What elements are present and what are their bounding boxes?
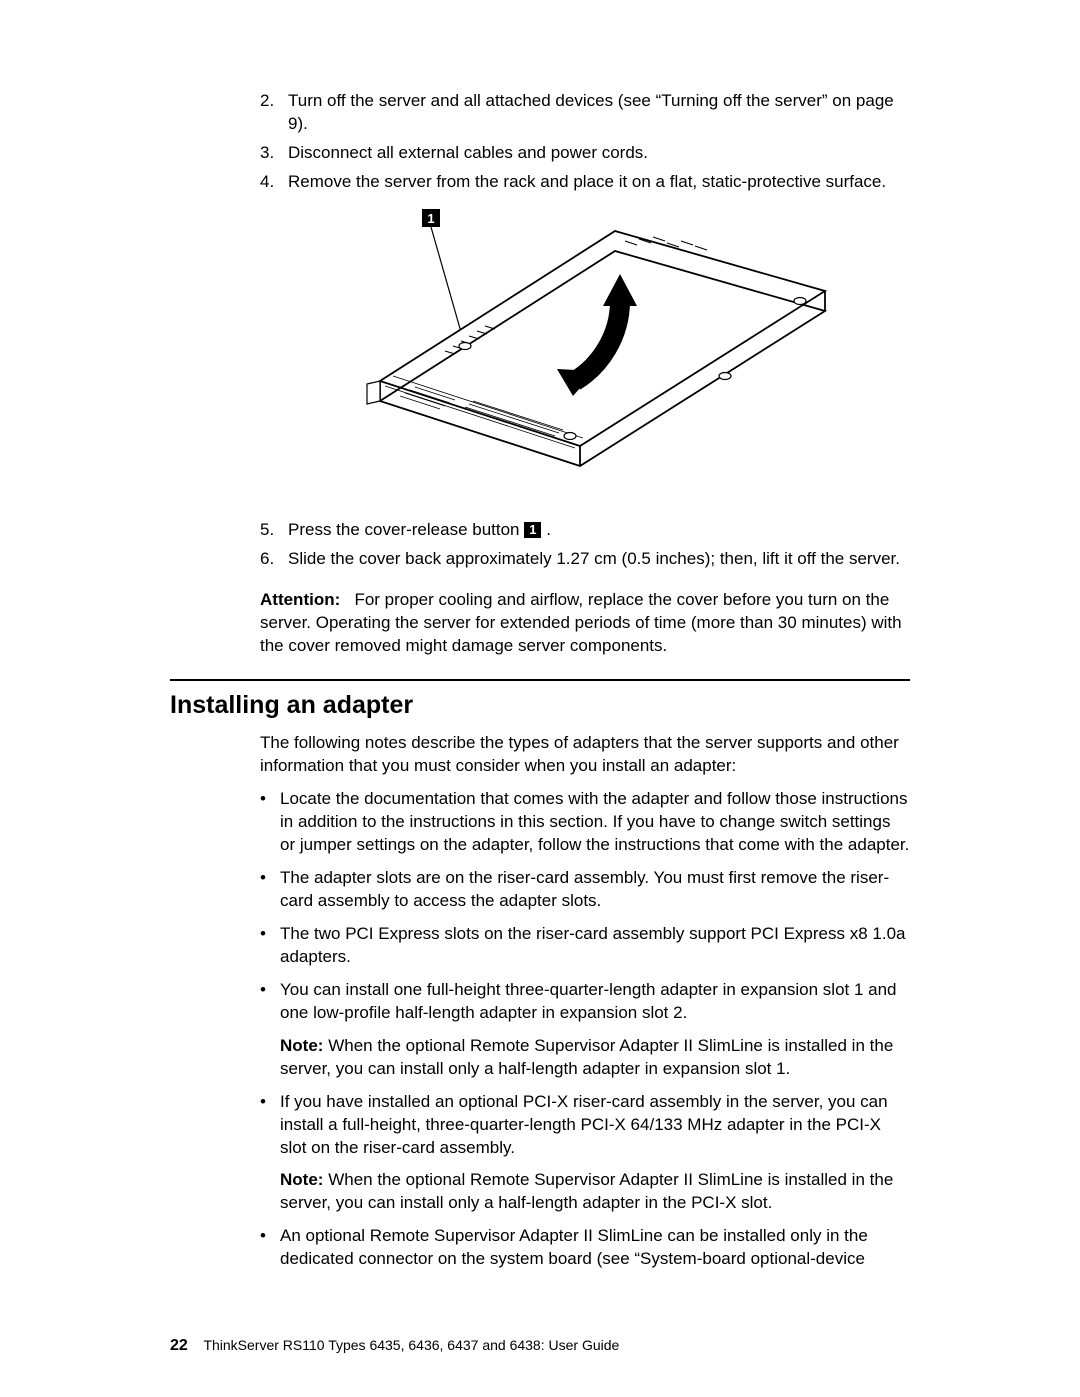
section-divider	[170, 679, 910, 681]
page-number: 22	[170, 1337, 188, 1354]
step-text: Remove the server from the rack and plac…	[288, 171, 910, 194]
server-cover-figure: 1	[260, 206, 910, 501]
note-text: When the optional Remote Supervisor Adap…	[280, 1036, 893, 1078]
step-text: Disconnect all external cables and power…	[288, 142, 910, 165]
list-item: 5. Press the cover-release button 1 .	[260, 519, 910, 542]
bullet-icon: •	[260, 788, 280, 857]
attention-text: For proper cooling and airflow, replace …	[260, 590, 902, 655]
note-block: Note: When the optional Remote Superviso…	[280, 1169, 910, 1215]
bullet-main: If you have installed an optional PCI-X …	[280, 1092, 888, 1157]
step-number: 2.	[260, 90, 288, 136]
list-item: • An optional Remote Supervisor Adapter …	[260, 1225, 910, 1271]
step-text-post: .	[541, 520, 550, 539]
step-number: 4.	[260, 171, 288, 194]
adapter-notes-list: • Locate the documentation that comes wi…	[260, 788, 910, 1271]
step-text-pre: Press the cover-release button	[288, 520, 524, 539]
bullet-main: You can install one full-height three-qu…	[280, 980, 897, 1022]
list-item: 2. Turn off the server and all attached …	[260, 90, 910, 136]
bullet-text: The adapter slots are on the riser-card …	[280, 867, 910, 913]
bullet-icon: •	[260, 923, 280, 969]
list-item: • You can install one full-height three-…	[260, 979, 910, 1081]
list-item: • If you have installed an optional PCI-…	[260, 1091, 910, 1216]
bullet-text: If you have installed an optional PCI-X …	[280, 1091, 910, 1216]
svg-text:1: 1	[427, 211, 434, 226]
step-number: 3.	[260, 142, 288, 165]
list-item: 6. Slide the cover back approximately 1.…	[260, 548, 910, 571]
intro-paragraph: The following notes describe the types o…	[260, 732, 910, 778]
list-item: • The adapter slots are on the riser-car…	[260, 867, 910, 913]
footer-title: ThinkServer RS110 Types 6435, 6436, 6437…	[203, 1337, 619, 1353]
step-text: Press the cover-release button 1 .	[288, 519, 910, 542]
step-text: Slide the cover back approximately 1.27 …	[288, 548, 910, 571]
bullet-icon: •	[260, 1225, 280, 1271]
attention-block: Attention: For proper cooling and airflo…	[260, 589, 910, 658]
bullet-icon: •	[260, 979, 280, 1081]
bullet-icon: •	[260, 1091, 280, 1216]
bullet-text: The two PCI Express slots on the riser-c…	[280, 923, 910, 969]
attention-label: Attention:	[260, 590, 340, 609]
bullet-text: Locate the documentation that comes with…	[280, 788, 910, 857]
bullet-text: You can install one full-height three-qu…	[280, 979, 910, 1081]
step-number: 5.	[260, 519, 288, 542]
note-text: When the optional Remote Supervisor Adap…	[280, 1170, 893, 1212]
section-heading: Installing an adapter	[170, 691, 910, 720]
note-block: Note: When the optional Remote Superviso…	[280, 1035, 910, 1081]
callout-ref-icon: 1	[524, 522, 541, 538]
ordered-steps-top: 2. Turn off the server and all attached …	[260, 90, 910, 194]
note-label: Note:	[280, 1036, 323, 1055]
step-text: Turn off the server and all attached dev…	[288, 90, 910, 136]
page-footer: 22 ThinkServer RS110 Types 6435, 6436, 6…	[170, 1337, 619, 1355]
bullet-icon: •	[260, 867, 280, 913]
server-isometric-icon: 1	[325, 206, 845, 496]
step-number: 6.	[260, 548, 288, 571]
list-item: 3. Disconnect all external cables and po…	[260, 142, 910, 165]
ordered-steps-bottom: 5. Press the cover-release button 1 . 6.…	[260, 519, 910, 571]
list-item: • The two PCI Express slots on the riser…	[260, 923, 910, 969]
bullet-text: An optional Remote Supervisor Adapter II…	[280, 1225, 910, 1271]
note-label: Note:	[280, 1170, 323, 1189]
list-item: • Locate the documentation that comes wi…	[260, 788, 910, 857]
list-item: 4. Remove the server from the rack and p…	[260, 171, 910, 194]
